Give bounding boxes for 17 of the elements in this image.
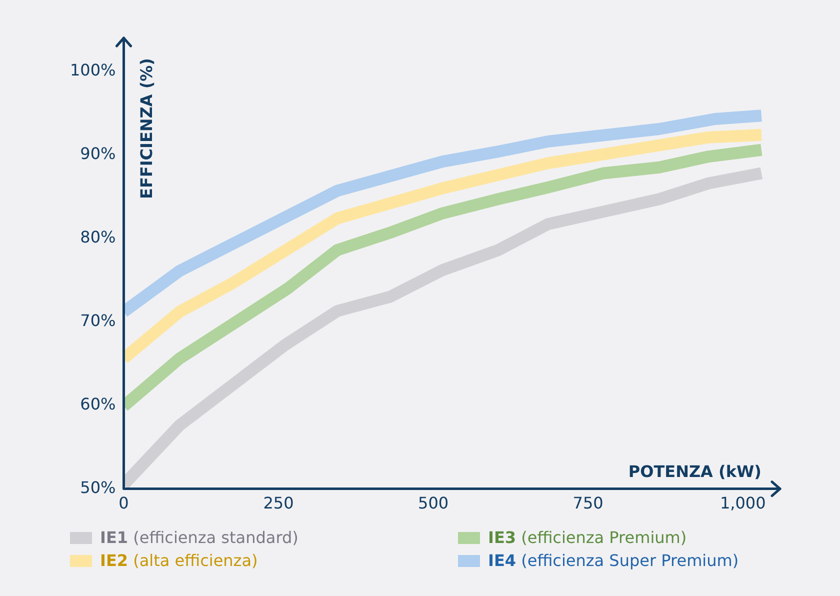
y-tick-label: 70% xyxy=(80,310,116,330)
x-tick-label: 1,000 xyxy=(720,494,766,513)
x-tick-label: 250 xyxy=(263,494,294,513)
legend-label: IE1 (efficienza standard) xyxy=(100,528,298,547)
legend-label: IE3 (efficienza Premium) xyxy=(488,528,687,547)
y-tick-label: 50% xyxy=(80,478,116,497)
legend-label: IE4 (efficienza Super Premium) xyxy=(488,551,739,570)
legend-label: IE2 (alta efficienza) xyxy=(100,551,258,570)
y-tick-label: 100% xyxy=(70,60,116,80)
y-tick-label: 60% xyxy=(80,394,116,414)
y-tick-label: 90% xyxy=(80,144,116,164)
x-tick-label: 500 xyxy=(418,494,449,513)
x-tick-label: 0 xyxy=(118,494,129,513)
x-axis-title: POTENZA (kW) xyxy=(628,462,762,481)
y-tick-label: 80% xyxy=(80,228,116,247)
x-tick-label: 750 xyxy=(572,494,604,513)
y-axis-title: EFFICIENZA (%) xyxy=(136,58,156,199)
